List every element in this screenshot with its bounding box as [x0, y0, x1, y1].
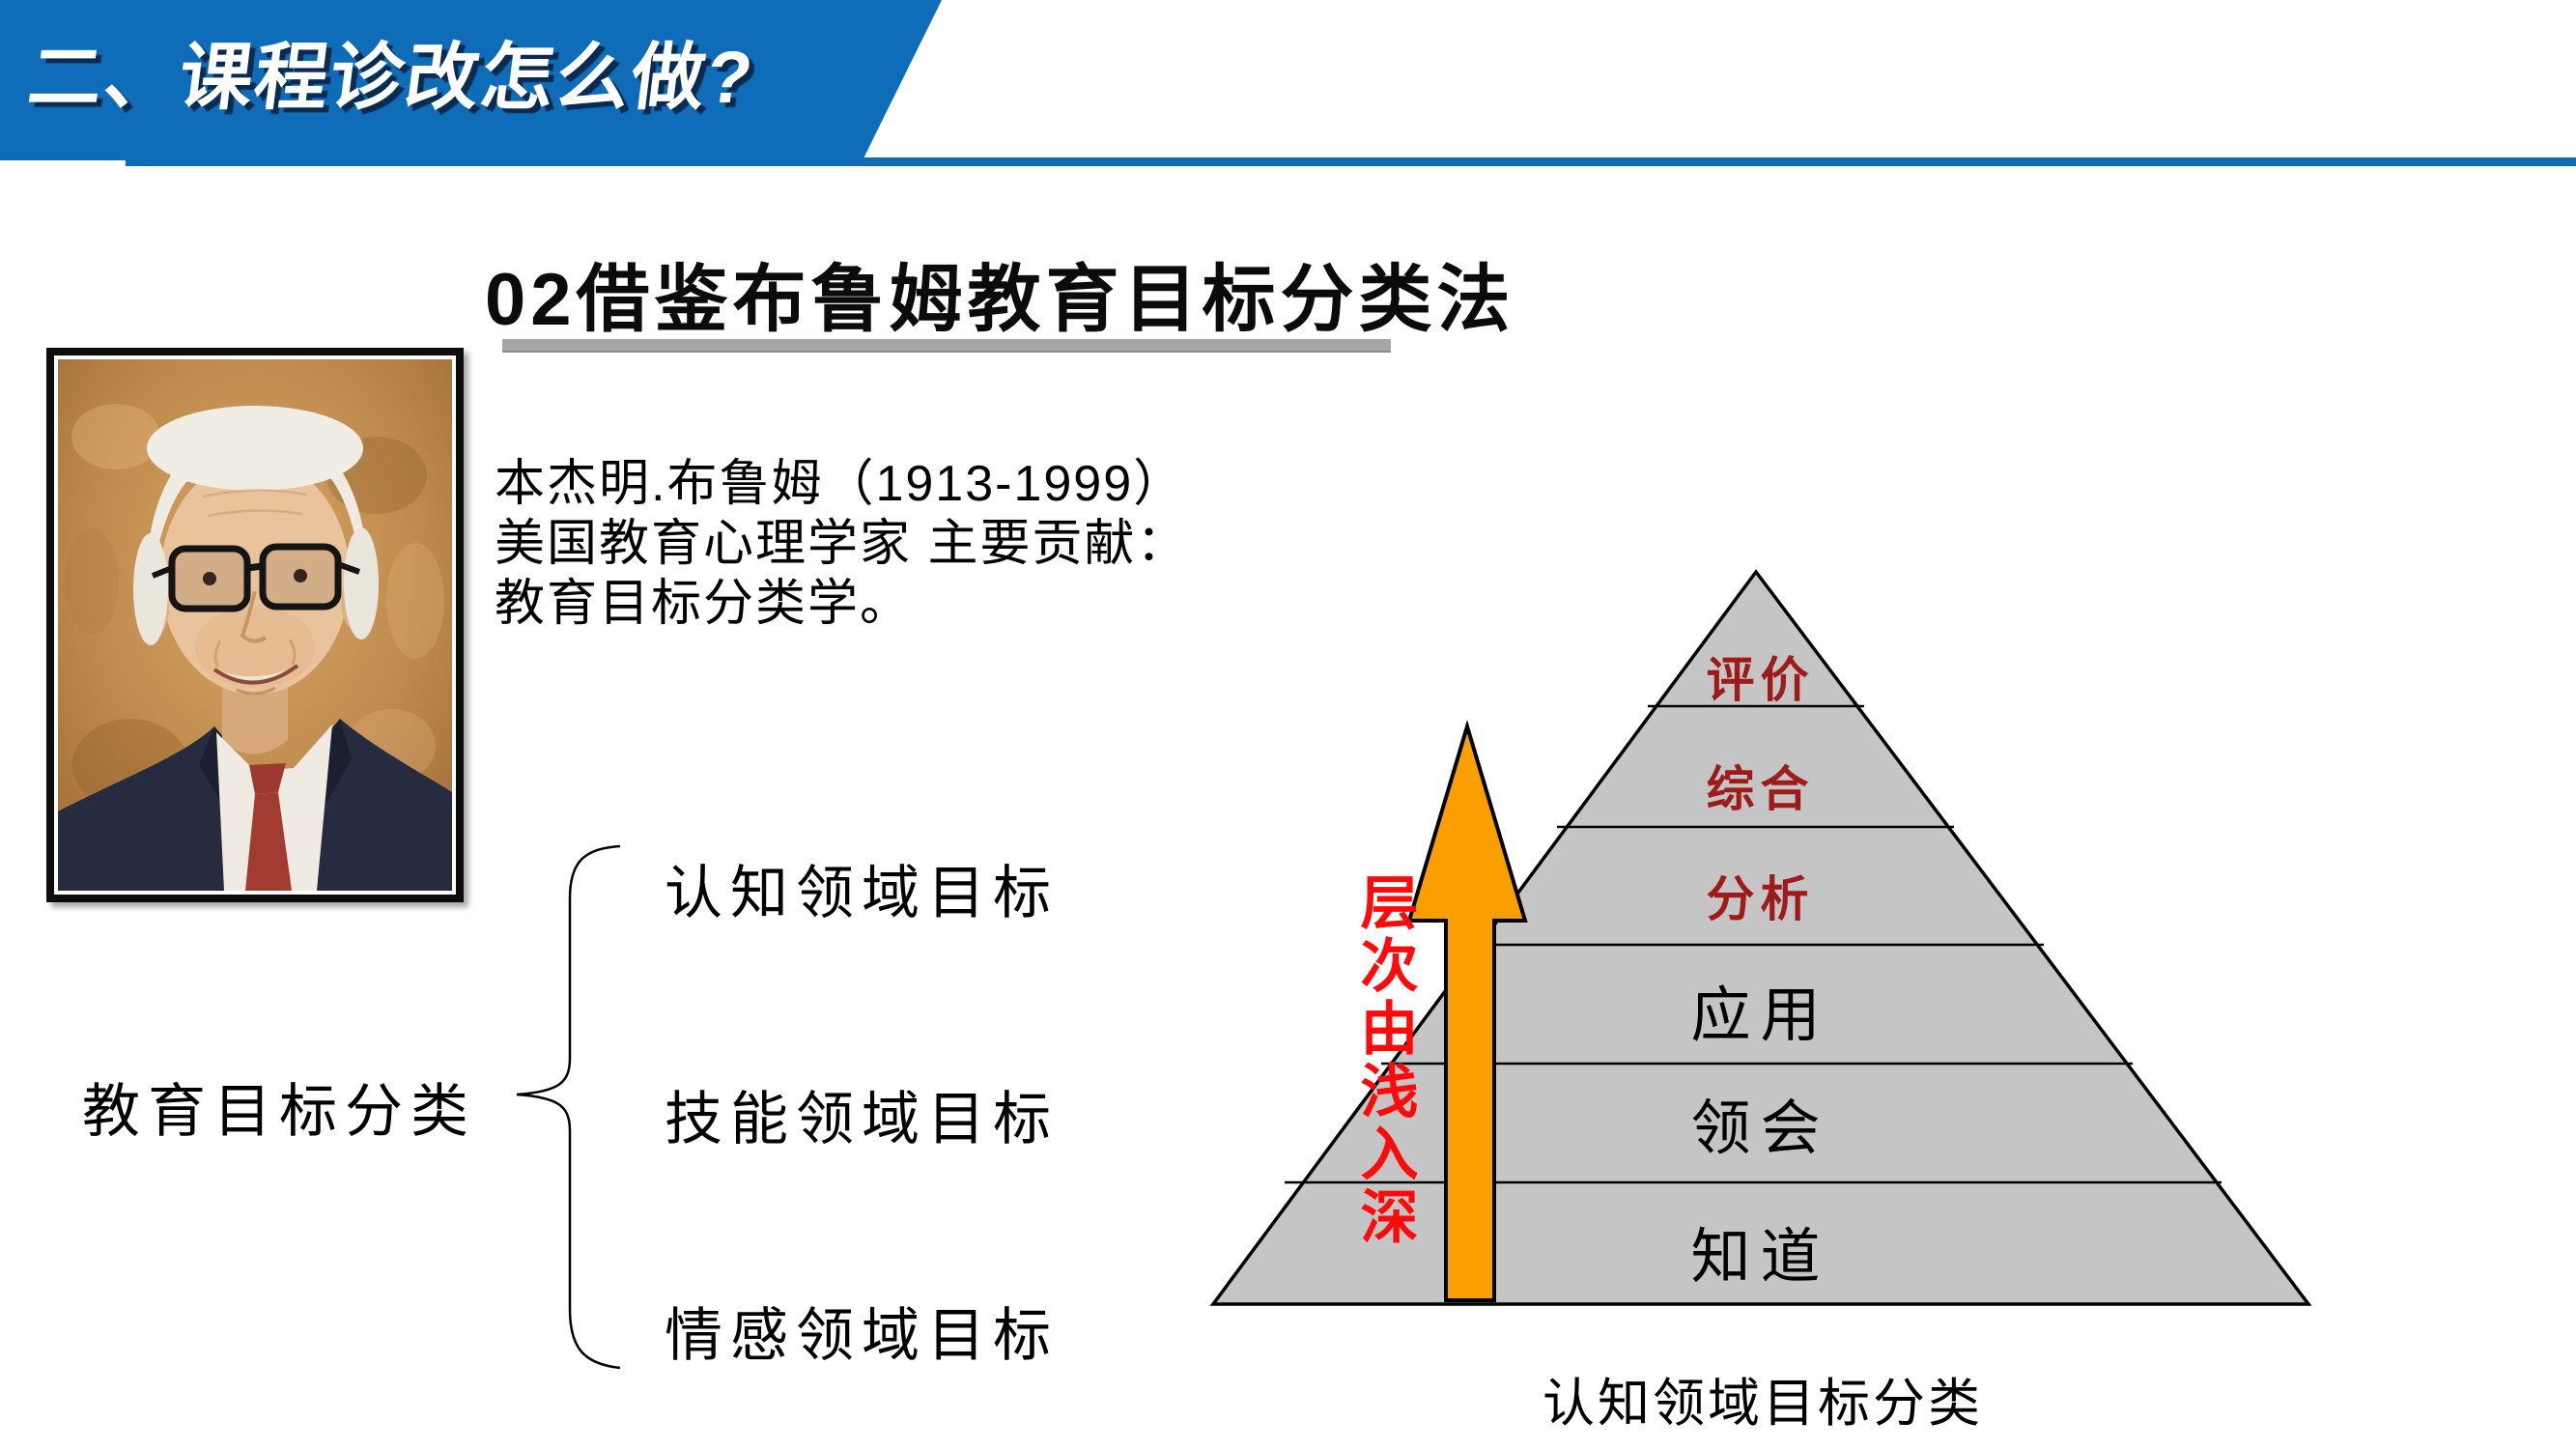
banner-title: 二、课程诊改怎么做?	[23, 37, 759, 119]
tree-item-skill: 技能领域目标	[665, 1087, 1059, 1151]
hair-side-right	[344, 527, 379, 640]
heading-underline	[502, 339, 1391, 353]
tree-root-label: 教育目标分类	[82, 1079, 476, 1144]
lower-lip	[236, 686, 276, 696]
pyramid-level-application: 应用	[1690, 980, 1830, 1050]
pyramid-level-knowledge: 知道	[1690, 1221, 1830, 1292]
forehead-lines	[202, 489, 308, 518]
hair-top	[147, 406, 363, 491]
level-up-arrow	[1406, 720, 1528, 1302]
arrow-axis-label: 层次由浅入深	[1350, 872, 1418, 1249]
section-heading: 02借鉴布鲁姆教育目标分类法	[485, 259, 1515, 341]
tree-item-cognitive: 认知领域目标	[665, 861, 1059, 925]
mouth	[212, 664, 299, 685]
pyramid-caption: 认知领域目标分类	[1543, 1375, 1983, 1433]
portrait-man	[58, 406, 452, 891]
nose	[240, 590, 268, 643]
portrait-frame	[46, 348, 464, 902]
tie-knot	[249, 763, 286, 794]
pyramid-level-analysis: 分析	[1706, 870, 1815, 927]
title-banner	[0, 0, 942, 160]
bio-text: 本杰明.布鲁姆（1913-1999） 美国教育心理学家 主要贡献： 教育目标分类…	[495, 454, 1188, 634]
bio-line-2: 美国教育心理学家 主要贡献：	[495, 516, 1189, 572]
banner-underline	[126, 157, 2576, 166]
pyramid-level-synthesis: 综合	[1706, 760, 1815, 817]
bio-line-1: 本杰明.布鲁姆（1913-1999）	[495, 456, 1186, 512]
tie	[245, 792, 292, 891]
tree-item-affective: 情感领域目标	[665, 1303, 1059, 1368]
eye-right	[294, 569, 307, 583]
jaw-shading	[195, 607, 315, 688]
pyramid-level-evaluation: 评价	[1706, 651, 1815, 708]
eye-left	[203, 572, 216, 585]
pyramid-level-comprehension: 领会	[1690, 1093, 1830, 1163]
bio-line-3: 教育目标分类学。	[495, 576, 913, 632]
smile-creases	[213, 639, 297, 668]
teeth	[218, 668, 294, 682]
hair-side-left	[133, 533, 168, 645]
portrait-photo	[58, 359, 452, 891]
tree-brace	[516, 844, 621, 1370]
